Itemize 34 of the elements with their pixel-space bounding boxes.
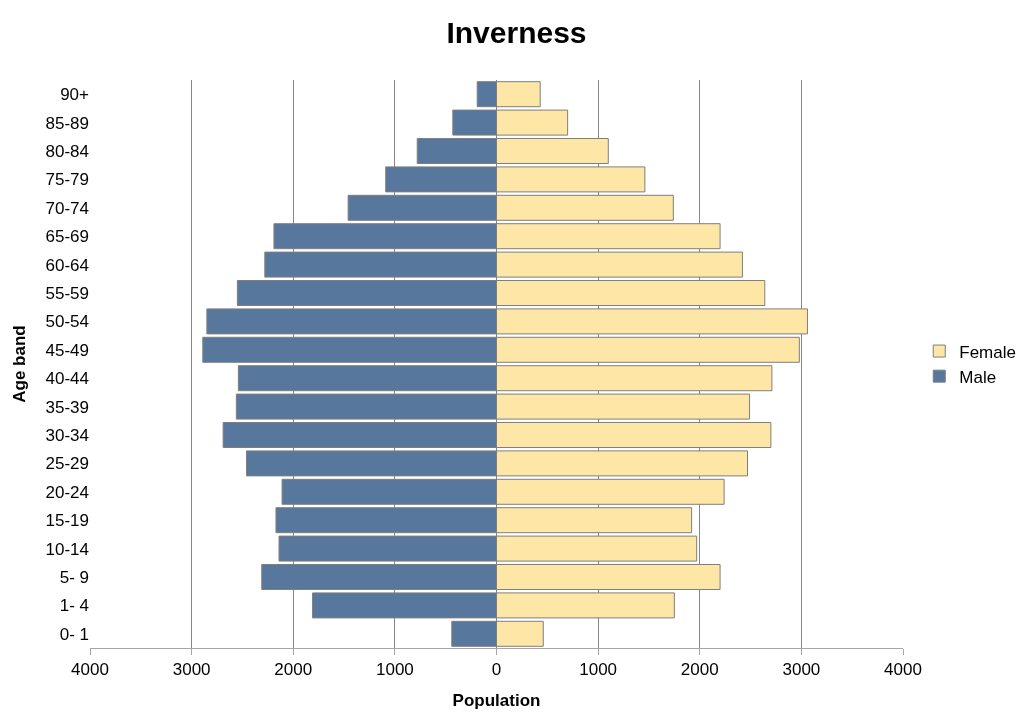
- y-tick-label: 35-39: [45, 397, 89, 417]
- x-tick-label: 4000: [71, 660, 109, 680]
- y-tick-label: 30-34: [45, 425, 89, 445]
- y-tick-label: 1- 4: [59, 596, 89, 616]
- chart-title: Inverness: [446, 15, 587, 49]
- x-tick-label: 4000: [884, 660, 922, 680]
- y-tick-label: 20-24: [45, 482, 89, 502]
- y-tick-label: 25-29: [45, 454, 89, 474]
- y-tick-label: 50-54: [45, 312, 89, 332]
- legend-label: Male: [959, 367, 997, 387]
- x-axis-title: Population: [452, 690, 541, 710]
- x-tick-label: 0: [491, 660, 502, 680]
- y-tick-label: 60-64: [45, 255, 89, 275]
- x-tick-label: 2000: [680, 660, 719, 680]
- y-tick-label: 75-79: [45, 170, 89, 190]
- y-tick-label: 55-59: [45, 283, 89, 303]
- y-tick-label: 80-84: [45, 141, 89, 161]
- x-tick-label: 3000: [782, 660, 821, 680]
- y-tick-label: 5- 9: [59, 567, 89, 587]
- y-tick-label: 90+: [60, 85, 90, 105]
- x-tick-label: 2000: [274, 660, 313, 680]
- x-tick-label: 3000: [172, 660, 211, 680]
- y-tick-label: 10-14: [45, 539, 89, 559]
- y-tick-label: 85-89: [45, 113, 89, 133]
- y-tick-label: 40-44: [45, 369, 89, 389]
- y-tick-label: 70-74: [45, 198, 89, 218]
- y-axis-title: Age band: [10, 325, 30, 403]
- y-tick-label: 65-69: [45, 227, 89, 247]
- y-tick-label: 45-49: [45, 340, 89, 360]
- y-tick-label: 0- 1: [59, 624, 89, 644]
- legend-label: Female: [959, 342, 1016, 362]
- x-tick-label: 1000: [579, 660, 618, 680]
- x-tick-label: 1000: [375, 660, 414, 680]
- y-tick-label: 15-19: [45, 511, 89, 531]
